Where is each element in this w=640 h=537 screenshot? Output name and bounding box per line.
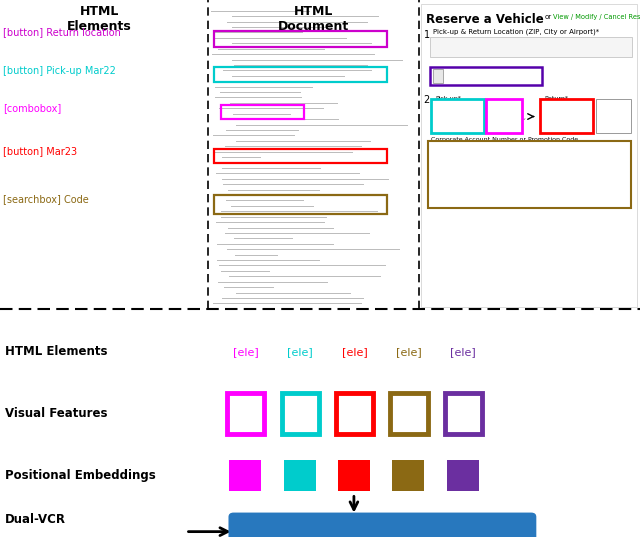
Text: Dual-VCR: Dual-VCR: [5, 513, 66, 526]
Text: 1: 1: [241, 469, 250, 482]
Text: 3: 3: [349, 469, 358, 482]
FancyBboxPatch shape: [430, 37, 632, 57]
Text: :00
PM: :00 PM: [613, 114, 623, 125]
Text: 2: 2: [295, 469, 304, 482]
Text: Pick-up*: Pick-up*: [435, 96, 461, 101]
Text: 12: 12: [489, 115, 508, 129]
Text: 22: 22: [437, 115, 459, 130]
FancyBboxPatch shape: [284, 460, 316, 491]
Text: [combobox]: [combobox]: [3, 103, 61, 113]
Text: Mar
2023: Mar 2023: [463, 114, 479, 125]
Text: View / Modify / Cancel Reservation: View / Modify / Cancel Reservation: [553, 14, 640, 20]
FancyBboxPatch shape: [428, 141, 631, 208]
Text: [searchbox] Code: [searchbox] Code: [3, 194, 89, 204]
FancyBboxPatch shape: [596, 99, 631, 133]
Text: Mar
2023: Mar 2023: [570, 114, 586, 125]
FancyBboxPatch shape: [486, 99, 522, 133]
Text: HTML
Document: HTML Document: [278, 5, 349, 33]
FancyBboxPatch shape: [338, 460, 370, 491]
Text: 5: 5: [458, 469, 467, 482]
Text: 12: 12: [598, 115, 617, 129]
Text: Corporate Account Number or Promotion Code: Corporate Account Number or Promotion Co…: [431, 137, 579, 142]
Text: [ele]: [ele]: [233, 347, 259, 357]
Text: [button] Return location: [button] Return location: [3, 27, 121, 38]
FancyBboxPatch shape: [433, 69, 443, 83]
Text: Return*: Return*: [545, 96, 569, 101]
Text: [button] Mar23: [button] Mar23: [3, 146, 77, 156]
FancyBboxPatch shape: [430, 67, 542, 85]
Text: Encoder: Encoder: [354, 525, 411, 537]
FancyBboxPatch shape: [227, 393, 264, 434]
Text: [ele]: [ele]: [396, 347, 422, 357]
FancyBboxPatch shape: [390, 393, 428, 434]
Text: HTML
Elements: HTML Elements: [67, 5, 132, 33]
FancyBboxPatch shape: [228, 512, 536, 537]
Text: Positional Embeddings: Positional Embeddings: [5, 469, 156, 482]
Text: Return to a different location: Return to a different location: [447, 74, 538, 79]
Text: Webpage
Screenshot: Webpage Screenshot: [492, 5, 571, 33]
Text: Pick-up & Return Location (ZIP, City or Airport)*: Pick-up & Return Location (ZIP, City or …: [433, 29, 599, 35]
Text: [ele]: [ele]: [287, 347, 313, 357]
Text: [ele]: [ele]: [451, 347, 476, 357]
Text: HTML Elements: HTML Elements: [5, 345, 108, 358]
FancyBboxPatch shape: [431, 99, 484, 133]
FancyBboxPatch shape: [392, 460, 424, 491]
FancyBboxPatch shape: [229, 460, 261, 491]
Text: 2: 2: [424, 95, 430, 105]
FancyBboxPatch shape: [447, 460, 479, 491]
Text: 4: 4: [404, 469, 413, 482]
Text: Visual Features: Visual Features: [5, 407, 108, 420]
FancyBboxPatch shape: [336, 393, 373, 434]
Text: or: or: [545, 14, 552, 20]
Text: [ele]: [ele]: [342, 347, 367, 357]
FancyBboxPatch shape: [540, 99, 593, 133]
Text: ⌄: ⌄: [520, 115, 526, 121]
Text: [button] Pick-up Mar22: [button] Pick-up Mar22: [3, 66, 116, 76]
Text: 1: 1: [424, 30, 430, 40]
FancyBboxPatch shape: [445, 393, 482, 434]
FancyBboxPatch shape: [282, 393, 319, 434]
Text: 23: 23: [547, 115, 568, 130]
Text: :00
PM: :00 PM: [504, 114, 514, 125]
Text: Reserve a Vehicle: Reserve a Vehicle: [426, 13, 544, 26]
FancyBboxPatch shape: [421, 4, 637, 307]
